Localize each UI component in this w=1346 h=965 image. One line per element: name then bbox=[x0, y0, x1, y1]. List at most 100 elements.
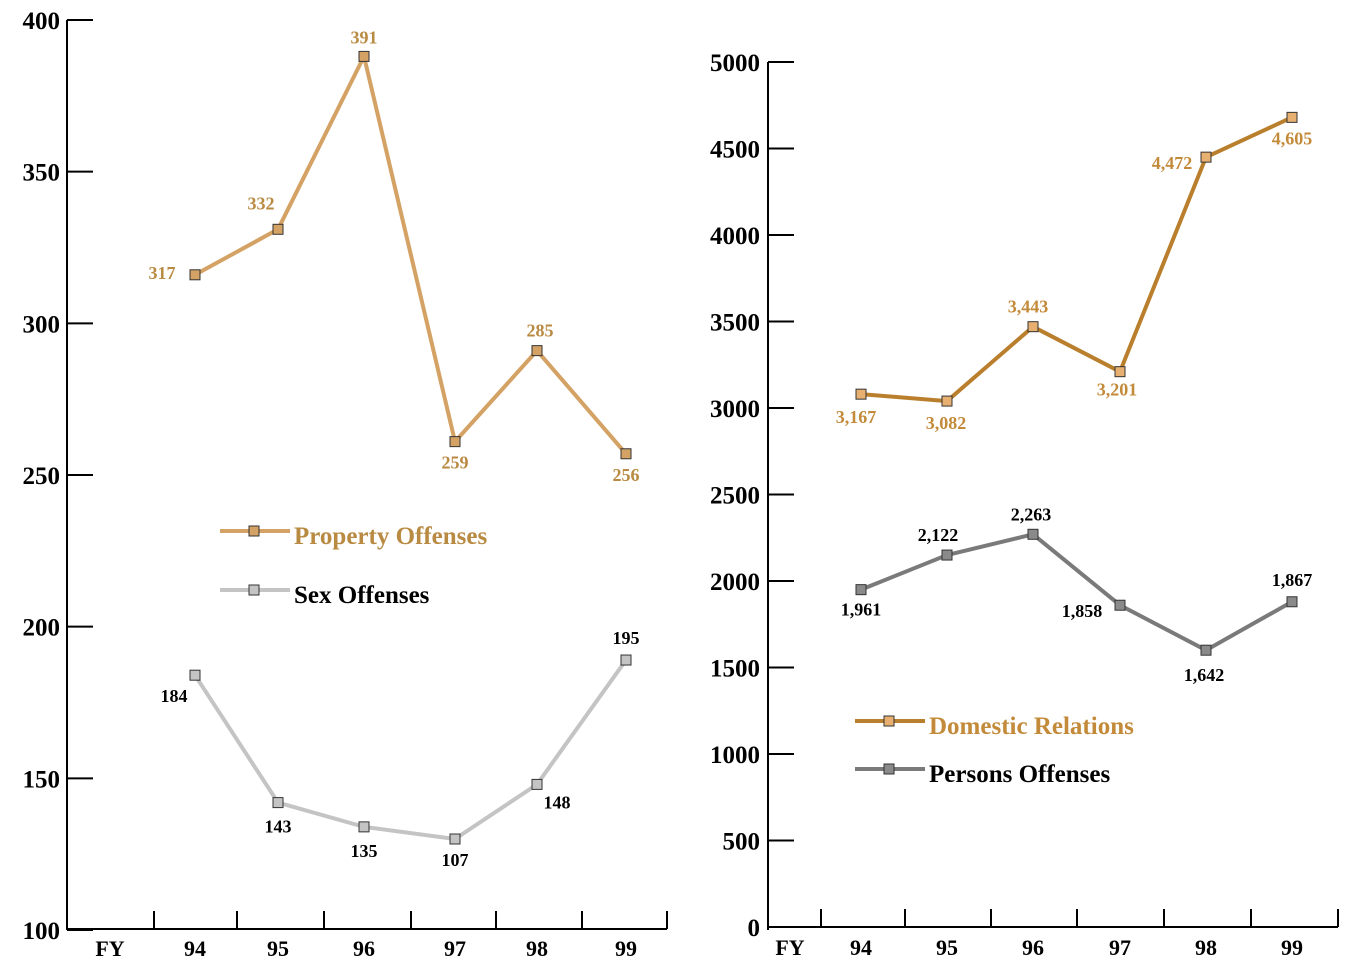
left-y-tick-label: 400 bbox=[23, 8, 61, 35]
right-x-category-label: 97 bbox=[1109, 935, 1131, 960]
data-point-property-offenses bbox=[620, 448, 632, 460]
data-label-property-offenses: 259 bbox=[442, 453, 469, 473]
data-point-sex-offenses bbox=[449, 833, 461, 845]
data-label-persons-offenses: 1,642 bbox=[1184, 665, 1225, 685]
right-legend: Domestic Relations Persons Offenses bbox=[855, 713, 1134, 788]
right-x-category-label: 94 bbox=[850, 935, 872, 960]
data-point-domestic-relations bbox=[1114, 366, 1126, 378]
left-y-tick-label: 300 bbox=[23, 311, 61, 338]
right-y-tick-label: 3000 bbox=[710, 396, 760, 423]
data-point-domestic-relations bbox=[1027, 321, 1039, 333]
data-label-domestic-relations: 4,472 bbox=[1152, 153, 1193, 173]
left-x-category-label: 98 bbox=[526, 936, 548, 961]
data-label-property-offenses: 332 bbox=[248, 193, 275, 213]
data-label-persons-offenses: 1,961 bbox=[841, 600, 882, 620]
data-point-persons-offenses bbox=[1200, 644, 1212, 656]
series-line-domestic-relations bbox=[860, 115, 1293, 404]
right-y-tick-label: 1000 bbox=[710, 742, 760, 769]
right-x-category-label: 98 bbox=[1195, 935, 1217, 960]
left-y-tick-label: 100 bbox=[23, 918, 61, 945]
data-point-persons-offenses bbox=[1286, 596, 1298, 608]
data-label-domestic-relations: 3,082 bbox=[926, 413, 967, 433]
data-label-property-offenses: 285 bbox=[527, 321, 554, 341]
data-label-property-offenses: 391 bbox=[351, 27, 378, 47]
right-y-tick-label: 5000 bbox=[710, 50, 760, 77]
data-label-persons-offenses: 1,867 bbox=[1272, 570, 1313, 590]
data-label-property-offenses: 317 bbox=[149, 263, 176, 283]
right-y-tick-label: 4500 bbox=[710, 137, 760, 164]
data-point-persons-offenses bbox=[1114, 599, 1126, 611]
data-point-sex-offenses bbox=[272, 797, 284, 809]
data-label-domestic-relations: 4,605 bbox=[1272, 128, 1313, 148]
left-x-ticks: 94 95 96 97 98 99 bbox=[153, 911, 668, 961]
left-y-tick-label: 200 bbox=[23, 615, 61, 642]
data-point-domestic-relations bbox=[1200, 151, 1212, 163]
left-series-group bbox=[189, 50, 632, 845]
data-point-sex-offenses bbox=[531, 778, 543, 790]
data-point-sex-offenses bbox=[189, 669, 201, 681]
data-label-sex-offenses: 184 bbox=[161, 686, 188, 706]
series-line-persons-offenses bbox=[860, 532, 1293, 653]
right-y-tick-label: 4000 bbox=[710, 223, 760, 250]
data-point-domestic-relations bbox=[941, 395, 953, 407]
data-label-sex-offenses: 135 bbox=[351, 841, 378, 861]
data-label-sex-offenses: 195 bbox=[613, 628, 640, 648]
data-point-sex-offenses bbox=[620, 654, 632, 666]
data-point-property-offenses bbox=[531, 345, 543, 357]
left-y-tick-label: 250 bbox=[23, 463, 61, 490]
right-y-tick-label: 0 bbox=[748, 915, 761, 942]
data-label-persons-offenses: 2,122 bbox=[918, 525, 959, 545]
data-label-domestic-relations: 3,201 bbox=[1097, 380, 1138, 400]
data-point-persons-offenses bbox=[1027, 528, 1039, 540]
left-legend: Property Offenses Sex Offenses bbox=[220, 523, 488, 609]
left-x-category-label: 99 bbox=[615, 936, 637, 961]
left-x-category-label: 96 bbox=[353, 936, 375, 961]
right-y-tick-label: 2000 bbox=[710, 569, 760, 596]
right-chart: FY 0 500 1000 1500 2000 2500 3000 3500 4000 4500 5… bbox=[710, 50, 1339, 960]
series-line-property-offenses bbox=[194, 54, 628, 456]
right-y-tick-label: 2500 bbox=[710, 483, 760, 510]
data-label-sex-offenses: 143 bbox=[265, 817, 292, 837]
left-x-category-label: 97 bbox=[444, 936, 466, 961]
data-point-domestic-relations bbox=[1286, 111, 1298, 123]
legend-marker-persons-offenses bbox=[883, 763, 895, 775]
right-y-ticks: 0 500 1000 1500 2000 2500 3000 3500 4000 4500 5000 bbox=[710, 50, 794, 942]
data-label-persons-offenses: 2,263 bbox=[1011, 504, 1052, 524]
data-point-property-offenses bbox=[272, 223, 284, 235]
left-y-ticks: 100 150 200 250 300 350 400 bbox=[23, 8, 93, 945]
left-y-tick-label: 350 bbox=[23, 160, 61, 187]
left-chart: FY 100 150 200 250 300 350 400 94 95 96 97 98 99 31… bbox=[23, 8, 668, 961]
right-x-category-label: 96 bbox=[1022, 935, 1044, 960]
left-y-tick-label: 150 bbox=[23, 766, 61, 793]
left-data-labels: 317 332 391 259 285 256 184 143 135 107 148 195 bbox=[149, 27, 640, 870]
right-y-tick-label: 3500 bbox=[710, 310, 760, 337]
data-label-sex-offenses: 107 bbox=[442, 850, 469, 870]
legend-marker-domestic-relations bbox=[883, 715, 895, 727]
data-point-persons-offenses bbox=[855, 584, 867, 596]
data-point-domestic-relations bbox=[855, 388, 867, 400]
left-x-category-label: 95 bbox=[267, 936, 289, 961]
right-x-category-label: 95 bbox=[936, 935, 958, 960]
right-x-category-label: 99 bbox=[1281, 935, 1303, 960]
data-point-property-offenses bbox=[449, 436, 461, 448]
right-series-group bbox=[855, 111, 1298, 656]
data-label-sex-offenses: 148 bbox=[544, 792, 571, 812]
right-data-labels: 3,167 3,082 3,443 3,201 4,472 4,605 1,961 2,122… bbox=[836, 128, 1313, 685]
legend-marker-sex-offenses bbox=[248, 584, 260, 596]
legend-label-domestic-relations: Domestic Relations bbox=[929, 713, 1134, 740]
legend-label-sex-offenses: Sex Offenses bbox=[294, 582, 430, 609]
right-x-ticks: 94 95 96 97 98 99 bbox=[820, 909, 1339, 960]
data-label-domestic-relations: 3,167 bbox=[836, 407, 877, 427]
data-label-property-offenses: 256 bbox=[613, 465, 640, 485]
right-y-tick-label: 500 bbox=[723, 829, 761, 856]
legend-label-property-offenses: Property Offenses bbox=[294, 523, 488, 550]
right-y-tick-label: 1500 bbox=[710, 656, 760, 683]
data-point-persons-offenses bbox=[941, 549, 953, 561]
data-label-domestic-relations: 3,443 bbox=[1008, 297, 1049, 317]
data-point-sex-offenses bbox=[358, 821, 370, 833]
series-line-sex-offenses bbox=[193, 658, 628, 841]
data-label-persons-offenses: 1,858 bbox=[1062, 601, 1103, 621]
left-x-axis-fy-label: FY bbox=[95, 936, 124, 961]
data-point-property-offenses bbox=[358, 50, 370, 62]
